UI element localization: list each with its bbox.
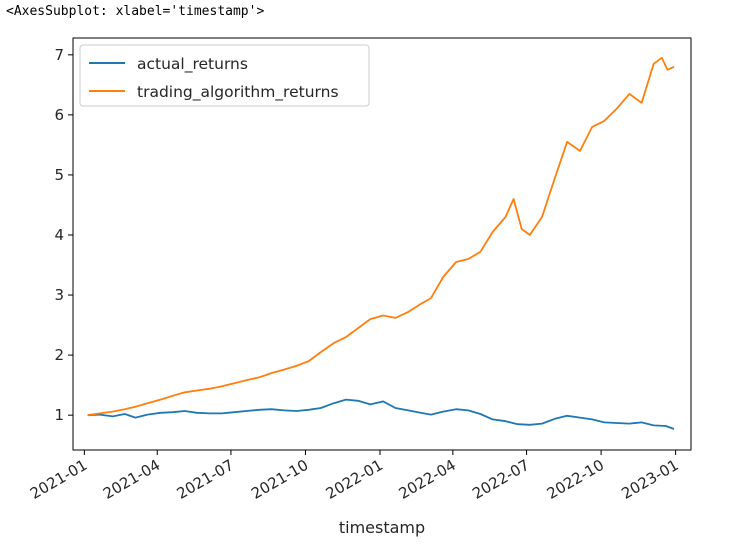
x-tick-label: 2021-01 <box>27 456 90 503</box>
y-tick-label: 6 <box>54 106 64 124</box>
series-line-actual-returns <box>87 398 675 430</box>
series-lines <box>87 56 675 430</box>
x-axis: 2021-01 2021-04 2021-07 2021-10 2022-01 2022-… <box>27 450 682 503</box>
x-tick-label: 2022-04 <box>396 456 459 503</box>
x-tick-label: 2022-07 <box>469 456 532 503</box>
x-tick-label: 2023-01 <box>618 456 681 503</box>
x-tick-label: 2022-10 <box>544 456 607 503</box>
y-tick-label: 3 <box>54 286 64 304</box>
legend-label-actual-returns: actual_returns <box>137 55 248 74</box>
y-axis: 1 2 3 4 5 6 7 <box>54 46 73 424</box>
y-tick-label: 1 <box>54 406 64 424</box>
x-axis-label: timestamp <box>339 518 425 537</box>
x-tick-label: 2021-07 <box>174 456 237 503</box>
y-tick-label: 4 <box>54 226 64 244</box>
output-repr-text: <AxesSubplot: xlabel='timestamp'> <box>6 4 265 19</box>
legend-box <box>79 44 370 107</box>
plot-frame <box>72 37 692 451</box>
legend: actual_returns trading_algorithm_returns <box>79 44 370 107</box>
y-tick-label: 5 <box>54 166 64 184</box>
x-tick-label: 2021-10 <box>248 456 311 503</box>
legend-label-trading-algorithm-returns: trading_algorithm_returns <box>137 83 339 102</box>
series-line-trading-algorithm-returns <box>87 56 675 417</box>
y-tick-label: 2 <box>54 346 64 364</box>
y-tick-label: 7 <box>54 46 64 64</box>
x-tick-label: 2022-01 <box>323 456 386 503</box>
x-tick-label: 2021-04 <box>100 456 163 503</box>
